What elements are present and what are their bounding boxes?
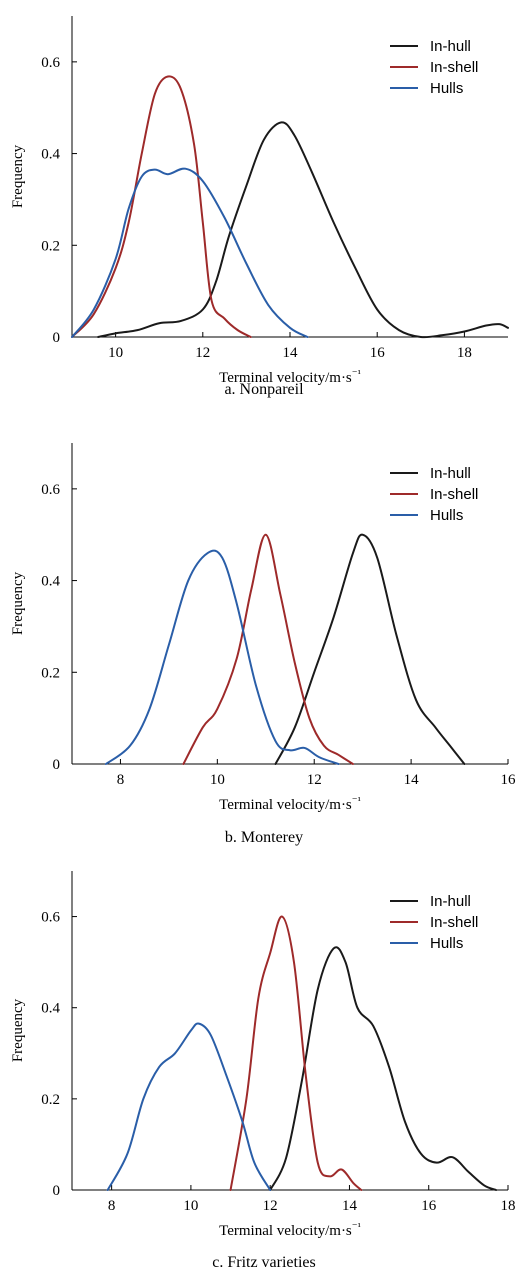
legend-label: Hulls <box>430 507 463 524</box>
legend-label: In-shell <box>430 914 478 931</box>
x-axis-title: Terminal velocity/m·s⁻¹ <box>219 795 361 813</box>
x-axis-title: Terminal velocity/m·s⁻¹ <box>219 1221 361 1239</box>
x-tick-label: 10 <box>183 1198 198 1214</box>
chart-panel-3: 8 10 12 14 16 18 0 0.2 0.4 0.6 Frequency Terminal v… <box>10 871 516 1271</box>
y-tick-label: 0.2 <box>41 1092 60 1108</box>
series-line-hulls <box>106 1022 272 1191</box>
x-tick-label: 10 <box>210 772 225 788</box>
x-axis-title: Terminal velocity/m·s⁻¹ <box>219 368 361 386</box>
y-tick-label: 0 <box>53 757 61 773</box>
x-tick-label: 16 <box>501 772 517 788</box>
y-axis-title: Frequency <box>10 144 26 208</box>
x-tick-label: 8 <box>108 1198 116 1214</box>
series-line-in-shell <box>182 533 354 765</box>
series-line-hulls <box>104 549 340 765</box>
chart-caption: c. Fritz varieties <box>212 1254 316 1271</box>
y-axis-title: Frequency <box>10 571 26 635</box>
legend-label: In-shell <box>430 486 478 503</box>
x-tick-label: 12 <box>263 1198 278 1214</box>
y-tick-label: 0.6 <box>41 910 60 926</box>
y-tick-label: 0.4 <box>41 574 60 590</box>
y-tick-label: 0.6 <box>41 55 60 71</box>
series-line-in-shell <box>229 915 363 1191</box>
y-tick-label: 0.2 <box>41 238 60 254</box>
y-tick-label: 0.6 <box>41 482 60 498</box>
legend-label: In-shell <box>430 59 478 76</box>
y-axis-title: Frequency <box>10 998 26 1062</box>
series-line-in-hull <box>274 533 466 765</box>
chart-caption: a. Nonpareil <box>224 381 304 398</box>
legend-label: In-hull <box>430 465 471 482</box>
legend-label: Hulls <box>430 80 463 97</box>
x-tick-label: 18 <box>457 345 472 361</box>
legend-label: In-hull <box>430 893 471 910</box>
x-tick-label: 16 <box>421 1198 437 1214</box>
x-tick-label: 16 <box>370 345 386 361</box>
legend-label: In-hull <box>430 38 471 55</box>
y-tick-label: 0.4 <box>41 147 60 163</box>
legend-label: Hulls <box>430 935 463 952</box>
x-tick-label: 14 <box>404 772 420 788</box>
x-tick-label: 12 <box>195 345 210 361</box>
y-tick-label: 0.4 <box>41 1001 60 1017</box>
series-line-in-shell <box>71 75 252 338</box>
series-line-hulls <box>71 167 309 338</box>
series-line-in-hull <box>269 946 498 1191</box>
y-tick-label: 0.2 <box>41 665 60 681</box>
x-tick-label: 14 <box>342 1198 358 1214</box>
series-line-in-hull <box>97 121 509 339</box>
x-tick-label: 8 <box>117 772 125 788</box>
chart-caption: b. Monterey <box>225 829 303 846</box>
x-tick-label: 12 <box>307 772 322 788</box>
chart-panel-2: 8 10 12 14 16 0 0.2 0.4 0.6 Frequency Terminal vel… <box>10 443 516 846</box>
x-tick-label: 18 <box>501 1198 516 1214</box>
x-tick-label: 14 <box>283 345 299 361</box>
x-tick-label: 10 <box>108 345 123 361</box>
y-tick-label: 0 <box>53 1183 61 1199</box>
y-tick-label: 0 <box>53 330 61 346</box>
chart-panel-1: 10 12 14 16 18 0 0.2 0.4 0.6 Frequency Terminal ve… <box>10 16 509 398</box>
